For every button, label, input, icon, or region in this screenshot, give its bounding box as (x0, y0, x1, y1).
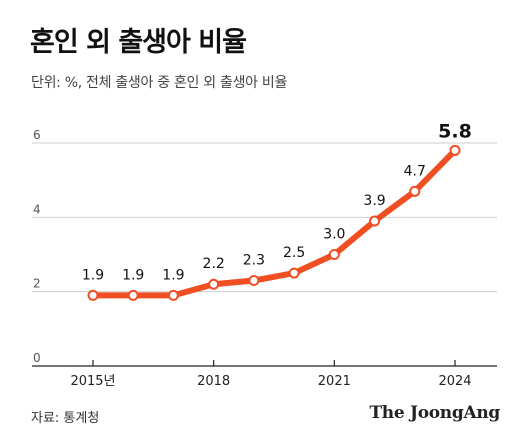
data-label: 3.9 (363, 193, 385, 209)
y-tick-label: 2 (33, 277, 41, 291)
data-label: 4.7 (404, 163, 426, 179)
data-label: 1.9 (162, 267, 184, 283)
data-point (248, 275, 260, 287)
data-point (409, 185, 421, 197)
data-label: 1.9 (122, 267, 144, 283)
data-point (369, 215, 381, 227)
chart-subtitle: 단위: %, 전체 출생아 중 혼인 외 출생아 비율 (31, 75, 288, 91)
data-label: 1.9 (82, 267, 104, 283)
data-point (328, 249, 340, 260)
y-tick-label: 6 (33, 128, 41, 142)
data-label: 2.5 (283, 245, 305, 261)
chart-title: 혼인 외 출생아 비율 (30, 27, 247, 58)
brand-logo: The JoongAng (369, 403, 500, 423)
data-point (208, 278, 220, 290)
y-tick-label: 4 (33, 202, 41, 216)
data-point (449, 144, 461, 156)
data-point (127, 289, 139, 301)
x-tick-label: 2015년 (70, 374, 115, 389)
data-point (87, 289, 99, 301)
data-label: 5.8 (438, 120, 472, 142)
data-label: 2.2 (203, 256, 225, 272)
data-point (288, 267, 300, 279)
series-line (90, 147, 458, 299)
x-tick-label: 2024 (438, 374, 471, 389)
data-label: 3.0 (323, 227, 345, 243)
y-tick-label: 0 (33, 351, 41, 365)
data-label: 2.3 (243, 253, 265, 269)
data-point (167, 289, 179, 301)
source-note: 자료: 통계청 (31, 411, 100, 426)
x-tick-label: 2021 (318, 374, 351, 389)
x-tick-label: 2018 (197, 374, 230, 389)
